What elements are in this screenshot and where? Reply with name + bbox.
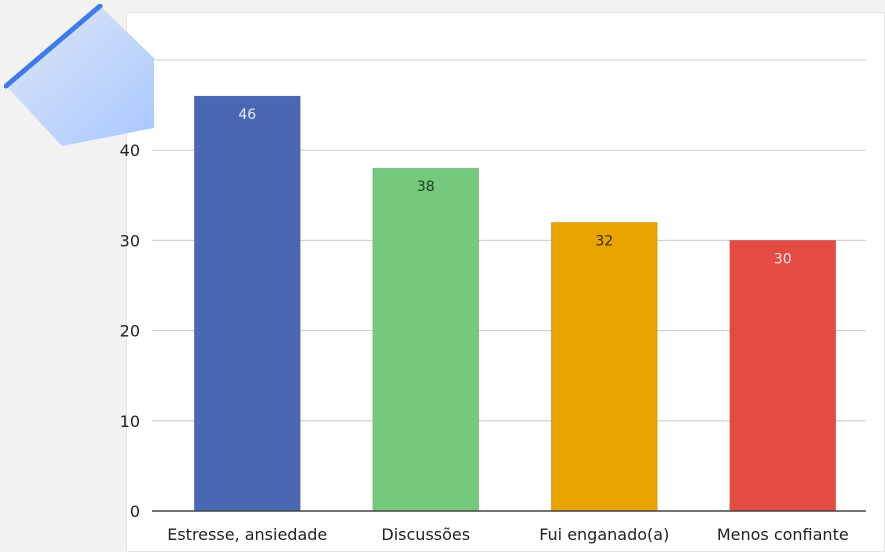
- data-label: 46: [238, 107, 256, 123]
- y-tick-label: 0: [130, 502, 140, 521]
- bar-1: [193, 95, 301, 512]
- x-category-label: Discussões: [381, 525, 470, 544]
- y-tick-label: 50: [120, 51, 140, 70]
- x-category-label: Fui enganado(a): [539, 525, 669, 544]
- x-category-label: Estresse, ansiedade: [167, 525, 327, 544]
- bar-4: [729, 239, 837, 512]
- data-label: 32: [595, 233, 613, 249]
- y-tick-label: 20: [120, 322, 140, 341]
- bars: 46 38 32 30: [193, 95, 837, 512]
- x-category-label: Menos confiante: [717, 525, 849, 544]
- data-label: 38: [417, 179, 435, 195]
- y-tick-label: 40: [120, 141, 140, 160]
- bar-2: [372, 167, 480, 512]
- y-tick-label: 10: [120, 412, 140, 431]
- bar-3: [550, 221, 658, 512]
- data-label: 30: [774, 251, 792, 267]
- axes: 0 10 20 30 40 50 Estresse, ansiedade Discussões…: [120, 51, 866, 544]
- y-tick-label: 30: [120, 231, 140, 250]
